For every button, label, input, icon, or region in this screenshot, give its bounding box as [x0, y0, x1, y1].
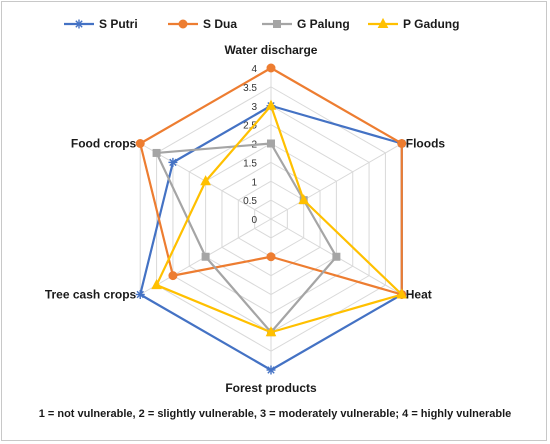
tick-label: 0.5	[243, 196, 257, 207]
legend-item: S Putri	[64, 17, 138, 31]
footnote: 1 = not vulnerable, 2 = slightly vulnera…	[38, 408, 512, 420]
legend-label: P Gadung	[403, 17, 459, 31]
legend-item: S Dua	[168, 17, 237, 31]
tick-label: 0	[251, 215, 257, 226]
axis-label: Tree cash crops	[45, 288, 137, 302]
data-point	[266, 365, 276, 375]
data-point	[265, 99, 277, 110]
data-point	[332, 252, 341, 261]
data-point	[298, 194, 310, 205]
data-point	[266, 63, 276, 73]
data-point	[265, 326, 277, 337]
data-point	[201, 252, 210, 261]
series-s-dua	[135, 63, 407, 299]
axis-label: Food crops	[71, 137, 137, 151]
legend-label: S Dua	[203, 17, 237, 31]
legend-item: P Gadung	[368, 17, 459, 31]
series-layer	[135, 63, 408, 375]
legend-marker	[377, 17, 389, 28]
data-point	[151, 278, 162, 290]
legend-marker	[273, 20, 281, 28]
data-point	[168, 157, 178, 167]
tick-label: 4	[251, 64, 257, 75]
data-point	[267, 139, 275, 148]
axis-label: Heat	[406, 288, 432, 302]
axis-label: Floods	[406, 137, 446, 151]
data-point	[397, 139, 407, 148]
legend-marker	[178, 19, 188, 29]
legend-marker	[74, 19, 84, 29]
series-p-gadung	[151, 99, 408, 337]
axis-labels: Water discharge Floods Heat Forest products…	[45, 43, 446, 395]
data-point	[200, 175, 211, 186]
legend: S Putri S Dua G Palung P Gadung	[64, 17, 459, 31]
tick-label: 3.5	[243, 83, 257, 94]
series-line	[155, 104, 403, 334]
axis-label: Water discharge	[225, 43, 318, 57]
axis-label: Forest products	[225, 381, 317, 395]
data-point	[396, 288, 408, 299]
data-point	[266, 252, 276, 262]
series-line	[155, 142, 338, 334]
tick-label: 2.5	[243, 121, 257, 132]
data-point	[135, 139, 145, 148]
spoke	[270, 143, 403, 220]
legend-label: S Putri	[99, 17, 138, 31]
legend-item: G Palung	[262, 17, 350, 31]
tick-label: 3	[251, 102, 257, 113]
data-point	[152, 148, 161, 157]
radar-spokes	[139, 68, 403, 370]
data-point	[168, 271, 178, 281]
data-point	[135, 290, 145, 299]
legend-label: G Palung	[297, 17, 350, 31]
tick-label: 1.5	[243, 158, 257, 169]
tick-label: 1	[251, 177, 257, 188]
